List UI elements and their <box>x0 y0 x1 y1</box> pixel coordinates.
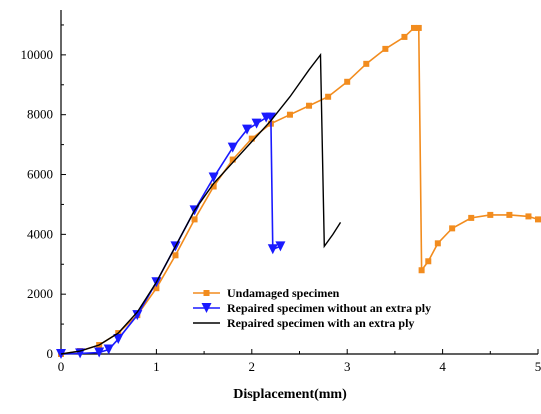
data-point <box>415 24 422 31</box>
data-point <box>487 211 494 218</box>
data-point <box>449 225 456 232</box>
data-point <box>286 111 293 118</box>
x-tick-label: 3 <box>344 359 351 374</box>
data-point <box>208 172 219 183</box>
data-point <box>248 135 255 142</box>
data-point <box>306 102 313 109</box>
series-layer <box>56 24 541 359</box>
data-point <box>382 45 389 52</box>
data-point <box>267 244 278 255</box>
data-point <box>113 334 124 345</box>
data-point <box>506 211 513 218</box>
data-point <box>229 156 236 163</box>
series-line <box>60 27 539 355</box>
x-tick-label: 4 <box>439 359 446 374</box>
legend-label: Undamaged specimen <box>227 286 340 300</box>
legend-marker <box>201 303 212 313</box>
data-point <box>153 285 160 292</box>
x-axis-title: Displacement(mm) <box>233 387 347 402</box>
y-tick-label: 8000 <box>27 107 53 122</box>
data-point <box>410 24 417 31</box>
y-tick-label: 4000 <box>27 226 53 241</box>
data-point <box>401 33 408 40</box>
data-point <box>132 310 143 321</box>
x-tick-label: 0 <box>58 359 65 374</box>
y-tick-label: 2000 <box>27 286 53 301</box>
x-tick-label: 2 <box>249 359 256 374</box>
data-point <box>210 183 217 190</box>
axis-ticks: 0 1 2 3 4 5 0 2000 4000 6000 8000 10000 <box>21 24 541 374</box>
data-point <box>525 213 532 220</box>
series-line <box>60 52 342 355</box>
data-point <box>94 347 105 358</box>
data-point <box>242 124 253 135</box>
series-3 <box>60 52 342 355</box>
data-point <box>172 252 179 259</box>
data-point <box>191 216 198 223</box>
data-point <box>265 112 276 123</box>
data-point <box>251 118 262 129</box>
data-point <box>425 258 432 265</box>
data-point <box>344 78 351 85</box>
data-point <box>418 267 425 274</box>
data-point <box>325 93 332 100</box>
x-tick-label: 1 <box>153 359 160 374</box>
y-tick-label: 10000 <box>21 47 54 62</box>
data-point <box>275 241 286 252</box>
data-point <box>227 142 238 153</box>
y-tick-label: 6000 <box>27 167 53 182</box>
y-tick-label: 0 <box>47 346 54 361</box>
data-point <box>535 216 541 223</box>
data-point <box>468 214 475 221</box>
data-point <box>434 240 441 247</box>
legend-marker <box>203 290 210 296</box>
legend-label: Repaired specimen without an extra ply <box>227 301 431 315</box>
legend-label: Repaired specimen with an extra ply <box>227 316 414 330</box>
data-point <box>103 344 114 355</box>
data-point <box>363 60 370 67</box>
x-tick-label: 5 <box>535 359 541 374</box>
